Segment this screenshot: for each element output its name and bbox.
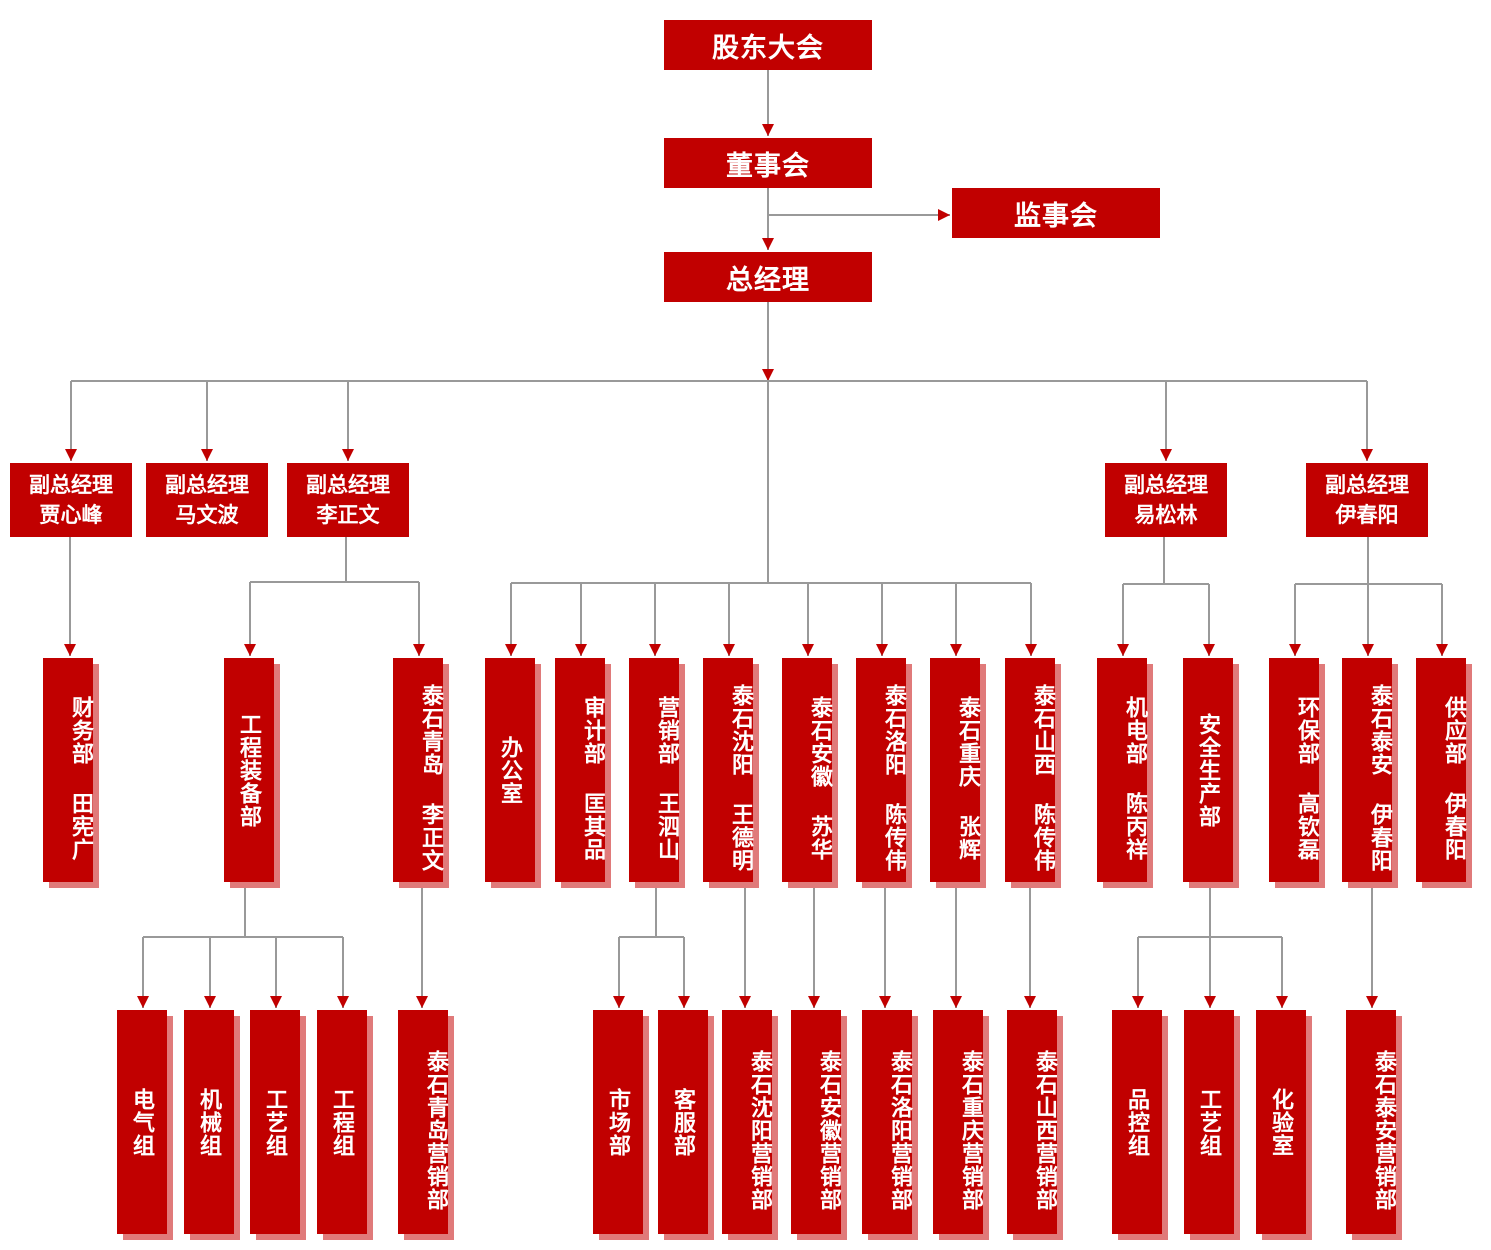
vp-name: 马文波 bbox=[175, 502, 239, 527]
arrow-icon bbox=[808, 996, 820, 1008]
arrow-icon bbox=[678, 996, 690, 1008]
arrow-icon bbox=[802, 644, 814, 656]
node-department: 审计部 匡其品 bbox=[555, 658, 606, 882]
arrow-icon bbox=[950, 996, 962, 1008]
vp-title: 副总经理 bbox=[1124, 472, 1208, 497]
arrow-icon bbox=[1289, 644, 1301, 656]
node-department: 泰石重庆 张辉 bbox=[930, 658, 981, 882]
arrow-icon bbox=[416, 996, 428, 1008]
node-department: 泰石青岛 李正文 bbox=[393, 658, 444, 882]
arrow-icon bbox=[879, 996, 891, 1008]
arrow-icon bbox=[739, 996, 751, 1008]
arrow-icon bbox=[342, 449, 354, 461]
node-unit: 工艺组 bbox=[1184, 1010, 1234, 1234]
node-vice-gm: 副总经理 易松林 bbox=[1105, 463, 1227, 537]
arrow-icon bbox=[613, 996, 625, 1008]
node-unit: 泰石泰安营销部 bbox=[1346, 1010, 1397, 1234]
arrow-icon bbox=[201, 449, 213, 461]
vp-name: 易松林 bbox=[1134, 502, 1198, 527]
node-department: 工程装备部 bbox=[224, 658, 274, 882]
node-department: 营销部 王泗山 bbox=[629, 658, 680, 882]
arrow-icon bbox=[1117, 644, 1129, 656]
arrow-icon bbox=[1361, 449, 1373, 461]
arrow-icon bbox=[244, 644, 256, 656]
arrow-icon bbox=[762, 369, 774, 381]
arrow-icon bbox=[649, 644, 661, 656]
arrow-icon bbox=[575, 644, 587, 656]
arrow-icon bbox=[1276, 996, 1288, 1008]
node-shareholders: 股东大会 bbox=[664, 20, 872, 70]
arrow-icon bbox=[204, 996, 216, 1008]
node-unit: 泰石洛阳营销部 bbox=[862, 1010, 913, 1234]
node-department: 机电部 陈丙祥 bbox=[1097, 658, 1148, 882]
node-supervisors: 监事会 bbox=[952, 188, 1160, 238]
node-general-manager: 总经理 bbox=[664, 252, 872, 302]
node-unit: 泰石安徽营销部 bbox=[791, 1010, 842, 1234]
arrow-icon bbox=[137, 996, 149, 1008]
arrow-icon bbox=[337, 996, 349, 1008]
node-vice-gm: 副总经理 马文波 bbox=[146, 463, 268, 537]
vp-name: 贾心峰 bbox=[39, 502, 103, 527]
arrow-icon bbox=[413, 644, 425, 656]
vp-title: 副总经理 bbox=[1325, 472, 1409, 497]
arrow-icon bbox=[876, 644, 888, 656]
node-unit: 化验室 bbox=[1256, 1010, 1306, 1234]
node-unit: 泰石沈阳营销部 bbox=[722, 1010, 773, 1234]
arrow-icon bbox=[1204, 996, 1216, 1008]
arrow-icon bbox=[270, 996, 282, 1008]
arrow-icon bbox=[1024, 996, 1036, 1008]
node-unit: 市场部 bbox=[593, 1010, 643, 1234]
node-department: 环保部 高钦磊 bbox=[1269, 658, 1320, 882]
node-department: 财务部 田宪广 bbox=[43, 658, 94, 882]
arrow-icon bbox=[1132, 996, 1144, 1008]
arrow-icon bbox=[1436, 644, 1448, 656]
node-department: 泰石洛阳 陈传伟 bbox=[856, 658, 907, 882]
arrow-icon bbox=[762, 124, 774, 136]
node-unit: 泰石青岛营销部 bbox=[398, 1010, 449, 1234]
node-department: 泰石泰安 伊春阳 bbox=[1342, 658, 1393, 882]
arrow-icon bbox=[723, 644, 735, 656]
arrow-icon bbox=[505, 644, 517, 656]
vp-name: 伊春阳 bbox=[1335, 502, 1399, 527]
arrow-icon bbox=[1362, 644, 1374, 656]
node-department: 泰石安徽 苏华 bbox=[782, 658, 833, 882]
node-vice-gm: 副总经理 李正文 bbox=[287, 463, 409, 537]
node-unit: 客服部 bbox=[658, 1010, 708, 1234]
node-department: 供应部 伊春阳 bbox=[1416, 658, 1467, 882]
node-department: 泰石山西 陈传伟 bbox=[1005, 658, 1056, 882]
node-department: 泰石沈阳 王德明 bbox=[703, 658, 754, 882]
node-board: 董事会 bbox=[664, 138, 872, 188]
node-unit: 机械组 bbox=[184, 1010, 234, 1234]
node-department: 安全生产部 bbox=[1183, 658, 1233, 882]
node-vice-gm: 副总经理 贾心峰 bbox=[10, 463, 132, 537]
arrow-icon bbox=[762, 238, 774, 250]
node-unit: 泰石重庆营销部 bbox=[933, 1010, 984, 1234]
arrow-icon bbox=[64, 644, 76, 656]
vp-title: 副总经理 bbox=[165, 472, 249, 497]
arrow-icon bbox=[950, 644, 962, 656]
node-unit: 泰石山西营销部 bbox=[1007, 1010, 1058, 1234]
vp-name: 李正文 bbox=[316, 502, 380, 527]
arrow-icon bbox=[1366, 996, 1378, 1008]
vp-title: 副总经理 bbox=[29, 472, 113, 497]
arrow-icon bbox=[1203, 644, 1215, 656]
node-unit: 品控组 bbox=[1112, 1010, 1162, 1234]
arrow-icon bbox=[1160, 449, 1172, 461]
node-unit: 工艺组 bbox=[250, 1010, 300, 1234]
node-unit: 工程组 bbox=[317, 1010, 367, 1234]
node-unit: 电气组 bbox=[117, 1010, 167, 1234]
node-vice-gm: 副总经理 伊春阳 bbox=[1306, 463, 1428, 537]
node-department: 办公室 bbox=[485, 658, 535, 882]
arrow-icon bbox=[65, 449, 77, 461]
vp-title: 副总经理 bbox=[306, 472, 390, 497]
arrow-icon bbox=[1025, 644, 1037, 656]
